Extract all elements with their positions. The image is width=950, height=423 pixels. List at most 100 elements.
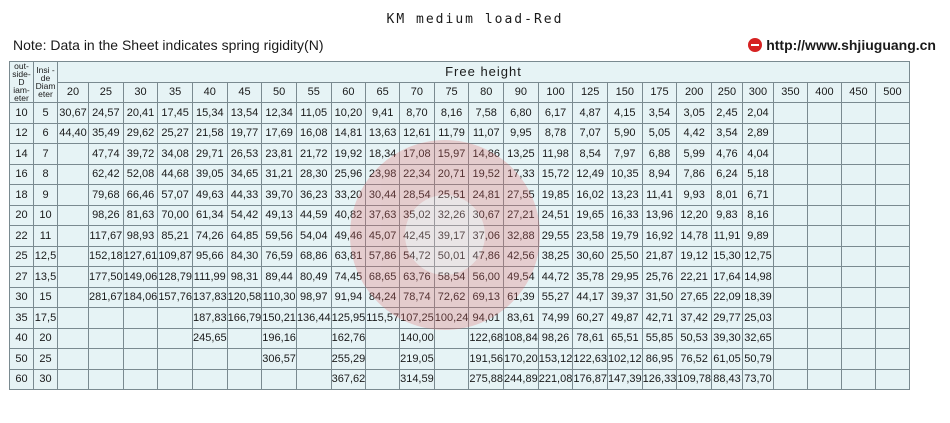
rigidity-cell: 58,54 xyxy=(433,266,470,288)
rigidity-cell: 23,81 xyxy=(261,143,297,165)
rigidity-cell: 8,16 xyxy=(741,204,774,226)
rigidity-cell xyxy=(874,245,910,267)
height-column-header: 100 xyxy=(537,81,574,103)
rigidity-cell xyxy=(806,102,842,124)
rigidity-cell: 55,85 xyxy=(641,327,678,349)
outside-diameter-cell: 27 xyxy=(9,266,34,288)
outside-diameter-cell: 22 xyxy=(9,225,34,247)
rigidity-cell xyxy=(806,184,842,206)
rigidity-cell: 19,77 xyxy=(226,122,263,144)
rigidity-cell: 29,95 xyxy=(607,266,643,288)
rigidity-cell: 5,99 xyxy=(676,143,712,165)
rigidity-cell: 127,61 xyxy=(122,245,159,267)
rigidity-cell: 47,86 xyxy=(468,245,505,267)
rigidity-cell: 157,76 xyxy=(157,286,193,308)
rigidity-cell xyxy=(365,348,401,370)
rigidity-cell: 30,67 xyxy=(57,102,89,124)
rigidity-cell xyxy=(57,245,89,267)
rigidity-cell: 6,80 xyxy=(503,102,539,124)
rigidity-cell: 4,15 xyxy=(607,102,643,124)
rigidity-cell xyxy=(57,286,89,308)
rigidity-cell: 57,86 xyxy=(365,245,401,267)
rigidity-cell xyxy=(840,225,876,247)
rigidity-cell: 94,01 xyxy=(468,307,505,329)
rigidity-cell: 98,31 xyxy=(226,266,263,288)
rigidity-cell: 78,61 xyxy=(572,327,609,349)
rigidity-cell: 17,69 xyxy=(261,122,297,144)
rigidity-cell: 9,83 xyxy=(710,204,743,226)
rigidity-cell: 50,01 xyxy=(433,245,470,267)
rigidity-cell: 22,34 xyxy=(399,163,435,185)
rigidity-cell xyxy=(874,368,910,390)
rigidity-cell: 24,51 xyxy=(537,204,574,226)
rigidity-cell: 74,26 xyxy=(191,225,228,247)
table-row: 18 9 79,68 66,46 57,07 49,63 44,33 39,70 36,23 33… xyxy=(9,184,910,206)
outside-diameter-cell: 10 xyxy=(9,102,34,124)
rigidity-cell: 149,06 xyxy=(122,266,159,288)
inside-diameter-cell: 13,5 xyxy=(33,266,58,288)
outside-diameter-cell: 30 xyxy=(9,286,34,308)
rigidity-cell: 11,07 xyxy=(468,122,505,144)
rigidity-cell xyxy=(806,368,842,390)
rigidity-cell: 170,20 xyxy=(503,348,539,370)
rigidity-cell: 281,67 xyxy=(88,286,124,308)
rigidity-cell: 13,25 xyxy=(503,143,539,165)
rigidity-cell: 6,71 xyxy=(741,184,774,206)
rigidity-cell xyxy=(772,348,808,370)
rigidity-cell: 44,33 xyxy=(226,184,263,206)
rigidity-cell: 15,97 xyxy=(433,143,470,165)
rigidity-cell: 44,17 xyxy=(572,286,609,308)
website-url[interactable]: http://www.shjiuguang.cn xyxy=(748,37,936,53)
rigidity-cell: 37,63 xyxy=(365,204,401,226)
rigidity-cell: 100,24 xyxy=(433,307,470,329)
rigidity-cell: 61,39 xyxy=(503,286,539,308)
rigidity-cell: 16,92 xyxy=(641,225,678,247)
rigidity-cell: 49,46 xyxy=(330,225,367,247)
free-height-header: Free height xyxy=(57,61,910,83)
rigidity-cell: 16,08 xyxy=(295,122,332,144)
rigidity-cell: 244,89 xyxy=(503,368,539,390)
rigidity-cell: 39,17 xyxy=(433,225,470,247)
rigidity-cell: 117,67 xyxy=(88,225,124,247)
outside-diameter-cell: 16 xyxy=(9,163,34,185)
rigidity-cell: 44,68 xyxy=(157,163,193,185)
rigidity-cell: 23,58 xyxy=(572,225,609,247)
rigidity-cell: 8,94 xyxy=(641,163,678,185)
rigidity-cell: 44,59 xyxy=(295,204,332,226)
rigidity-cell xyxy=(57,143,89,165)
rigidity-cell: 98,26 xyxy=(537,327,574,349)
logo-icon xyxy=(748,38,763,52)
rigidity-cell: 314,59 xyxy=(399,368,435,390)
rigidity-cell: 28,54 xyxy=(399,184,435,206)
rigidity-cell: 24,81 xyxy=(468,184,505,206)
rigidity-cell: 11,91 xyxy=(710,225,743,247)
rigidity-cell xyxy=(772,184,808,206)
height-column-header: 75 xyxy=(433,81,470,103)
rigidity-cell xyxy=(840,204,876,226)
rigidity-cell: 19,52 xyxy=(468,163,505,185)
rigidity-cell: 19,12 xyxy=(676,245,712,267)
rigidity-cell: 18,34 xyxy=(365,143,401,165)
rigidity-cell xyxy=(772,368,808,390)
rigidity-cell: 28,30 xyxy=(295,163,332,185)
rigidity-cell xyxy=(295,348,332,370)
rigidity-cell xyxy=(772,204,808,226)
rigidity-cell: 23,98 xyxy=(365,163,401,185)
rigidity-cell: 11,41 xyxy=(641,184,678,206)
rigidity-cell: 13,54 xyxy=(226,102,263,124)
rigidity-cell xyxy=(122,348,159,370)
rigidity-cell: 6,17 xyxy=(537,102,574,124)
rigidity-cell: 39,72 xyxy=(122,143,159,165)
rigidity-cell: 49,87 xyxy=(607,307,643,329)
rigidity-cell: 74,99 xyxy=(537,307,574,329)
rigidity-cell xyxy=(874,122,910,144)
rigidity-cell: 61,05 xyxy=(710,348,743,370)
rigidity-cell: 91,94 xyxy=(330,286,367,308)
rigidity-cell xyxy=(840,368,876,390)
rigidity-cell: 52,08 xyxy=(122,163,159,185)
rigidity-cell xyxy=(433,327,470,349)
rigidity-cell: 107,25 xyxy=(399,307,435,329)
outside-diameter-header: out- side-D iam- eter xyxy=(9,61,34,103)
inside-diameter-cell: 6 xyxy=(33,122,58,144)
rigidity-cell xyxy=(772,143,808,165)
